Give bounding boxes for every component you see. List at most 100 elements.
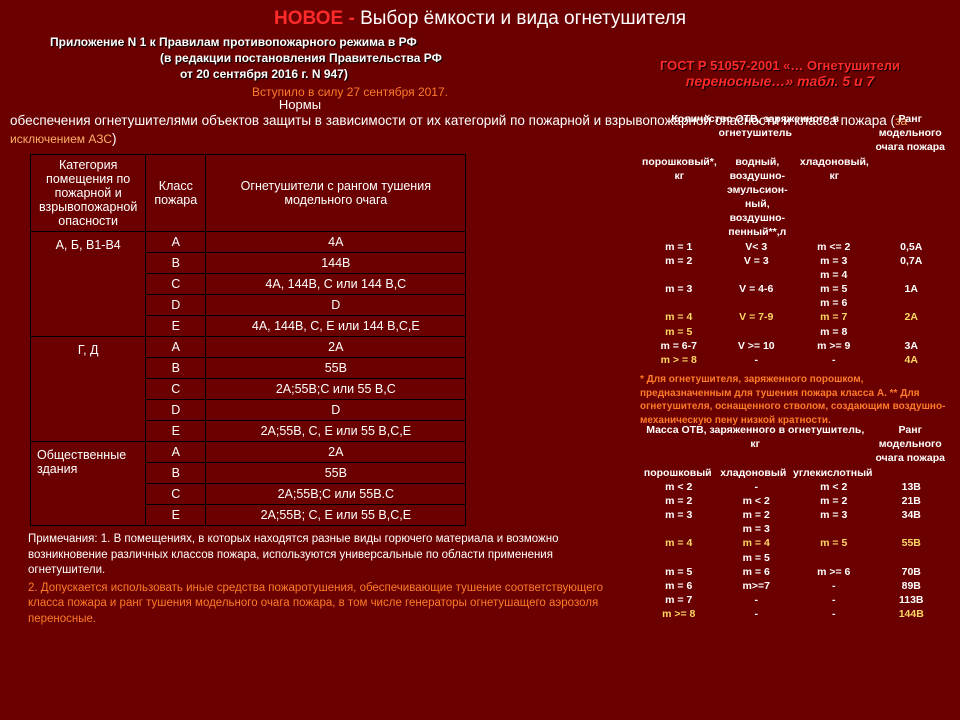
table-cell: 2А;55В; С, Е или 55 В,С,Е	[206, 505, 466, 526]
rb-row: m = 5 m = 8	[640, 325, 950, 339]
table-cell: 2А	[206, 337, 466, 358]
rb-cell: 13В	[873, 480, 951, 494]
rb-row: m >= 8--144В	[640, 607, 950, 621]
rb-cell: m = 5	[795, 282, 873, 296]
rb-cell: m = 2	[718, 508, 796, 522]
rb-row: m = 5m = 6m >= 670В	[640, 565, 950, 579]
rb-cell: m >= 8	[640, 607, 718, 621]
rb-cell: 2А	[873, 310, 951, 324]
rb-cell: m >= 9	[795, 339, 873, 353]
rb2-title-right: Ранг модельного очага пожара	[871, 423, 951, 466]
rb-row: m = 6-7V >= 10m >= 93А	[640, 339, 950, 353]
right-table-1: Количество ОТВ, заряженного в огнетушите…	[640, 112, 950, 427]
rb-cell: m = 6	[640, 579, 718, 593]
gost-l2: переносные…» табл. 5 и 7	[630, 73, 930, 89]
rb-cell: V< 3	[718, 240, 796, 254]
rb-row: m = 6	[640, 296, 950, 310]
rb-cell: m = 6	[718, 565, 796, 579]
rb-row: m = 3V = 4-6m = 51А	[640, 282, 950, 296]
rb-cell: m = 3	[718, 522, 796, 536]
th-class: Класс пожара	[146, 155, 206, 232]
cat-cell: Общественные здания	[31, 442, 146, 526]
rb-cell	[718, 296, 796, 310]
table-cell: 2А;55В;С или 55В.С	[206, 484, 466, 505]
rb-cell: m>=7	[718, 579, 796, 593]
th-category: Категория помещения по пожарной и взрыво…	[31, 155, 146, 232]
note-1: Примечания: 1. В помещениях, в которых н…	[28, 532, 608, 579]
rb2-c0: порошковый	[640, 466, 716, 480]
rb-cell: m = 4	[640, 310, 718, 324]
table-cell: С	[146, 274, 206, 295]
rb1-title-top: Количество ОТВ, заряженного в огнетушите…	[640, 112, 871, 155]
rb-cell: m = 6	[795, 296, 873, 310]
rb-cell: m = 3	[640, 508, 718, 522]
rb1-c1: водный, воздушно-эмульсион-ный, воздушно…	[719, 155, 796, 240]
rb-cell: m = 4	[640, 536, 718, 550]
rb-cell: m <= 2	[795, 240, 873, 254]
rb-row: m = 2V = 3m = 30,7А	[640, 254, 950, 268]
rb1-c3	[873, 155, 950, 240]
rb-row: m = 3	[640, 522, 950, 536]
table-cell: 4А, 144В, С, Е или 144 В,С,Е	[206, 316, 466, 337]
rb-cell: -	[718, 607, 796, 621]
rb-cell: m = 5	[640, 325, 718, 339]
norms-title: Нормы	[0, 97, 960, 112]
rb-cell: -	[795, 579, 873, 593]
rb-cell	[795, 522, 873, 536]
table-cell: D	[146, 295, 206, 316]
rb2-c2: углекислотный	[791, 466, 874, 480]
rb-cell: 89В	[873, 579, 951, 593]
rb-cell: m = 5	[640, 565, 718, 579]
rb-cell	[718, 268, 796, 282]
table-cell: В	[146, 358, 206, 379]
rb-cell	[640, 296, 718, 310]
table-cell: В	[146, 253, 206, 274]
rb1-c0: порошковый*, кг	[640, 155, 719, 240]
rb-cell: m = 6-7	[640, 339, 718, 353]
cat-cell: А, Б, B1-B4	[31, 232, 146, 337]
table-cell: D	[206, 400, 466, 421]
rb-cell: m < 2	[640, 480, 718, 494]
rb-cell	[873, 325, 951, 339]
right-table-2: Масса ОТВ, заряженного в огнетушитель, к…	[640, 423, 950, 621]
rb-cell: -	[795, 607, 873, 621]
rb-cell: m = 3	[795, 254, 873, 268]
rb-cell: m > = 8	[640, 353, 718, 367]
rb-cell: m = 1	[640, 240, 718, 254]
table-cell: 2А;55В;С или 55 В,С	[206, 379, 466, 400]
rb-row: m = 6m>=7-89В	[640, 579, 950, 593]
rb2-header: Масса ОТВ, заряженного в огнетушитель, к…	[640, 423, 950, 466]
rb-cell: V >= 10	[718, 339, 796, 353]
rb-row: m = 4m = 4m = 555В	[640, 536, 950, 550]
table-cell: 4А	[206, 232, 466, 253]
rb-cell: -	[795, 353, 873, 367]
rb-cell: m = 5	[795, 536, 873, 550]
rb2-cols: порошковый хладоновый углекислотный	[640, 466, 950, 480]
rb-cell: m = 2	[640, 254, 718, 268]
rb1-c2: хладоновый, кг	[796, 155, 873, 240]
rb2-c3	[875, 466, 951, 480]
table-cell: Е	[146, 316, 206, 337]
rb-cell	[873, 268, 951, 282]
table-cell: А	[146, 232, 206, 253]
rb-cell: m >= 6	[795, 565, 873, 579]
rb-cell	[640, 522, 718, 536]
rb-cell: m = 8	[795, 325, 873, 339]
rb-cell	[718, 325, 796, 339]
rb-cell: m = 2	[640, 494, 718, 508]
notes: Примечания: 1. В помещениях, в которых н…	[28, 532, 608, 627]
rb-row: m = 2m < 2m = 221В	[640, 494, 950, 508]
rb-cell	[640, 551, 718, 565]
title-main: Выбор ёмкости и вида огнетушителя	[360, 8, 686, 29]
table-cell: С	[146, 379, 206, 400]
main-table: Категория помещения по пожарной и взрыво…	[30, 154, 466, 526]
sub-l1: Приложение N 1 к Правилам противопожарно…	[50, 34, 960, 50]
rb-cell: 34В	[873, 508, 951, 522]
rb-cell: V = 4-6	[718, 282, 796, 296]
table-cell: А	[146, 442, 206, 463]
page-title: НОВОЕ - Выбор ёмкости и вида огнетушител…	[0, 0, 960, 30]
table-cell: В	[146, 463, 206, 484]
note-2: 2. Допускается использовать иные средств…	[28, 581, 608, 628]
rb-row: m = 4V = 7-9m = 72А	[640, 310, 950, 324]
cat-cell: Г, Д	[31, 337, 146, 442]
